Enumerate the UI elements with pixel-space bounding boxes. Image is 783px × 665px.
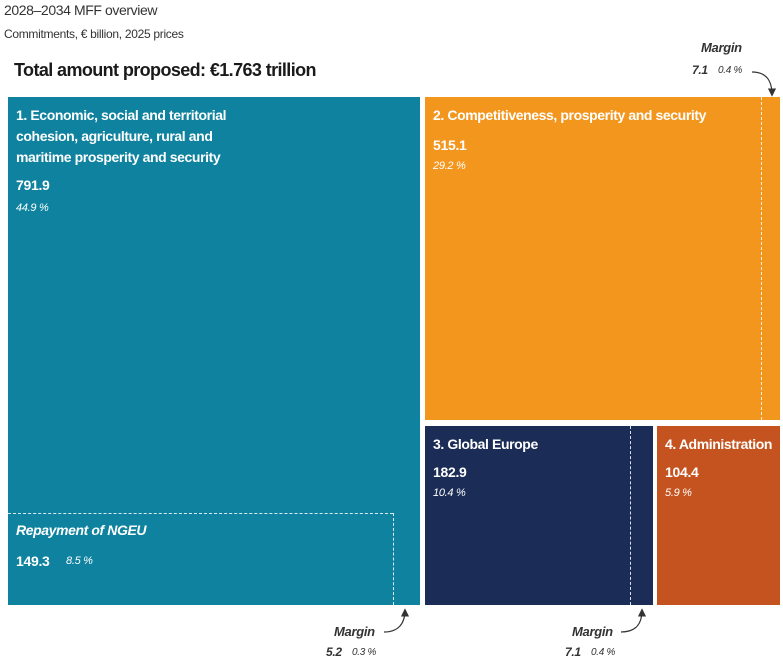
heading-2-block: 2. Competitiveness, prosperity and secur… (425, 97, 780, 420)
heading-1-block: 1. Economic, social and territorial cohe… (8, 97, 420, 605)
heading-1-margin-share: 0.3 % (352, 647, 377, 658)
total-amount-label: Total amount proposed: €1.763 trillion (14, 60, 317, 80)
ngeu-repayment-label: Repayment of NGEU (16, 522, 147, 538)
heading-1-share: 44.9 % (16, 202, 49, 214)
heading-4-label: 4. Administration (665, 436, 773, 452)
heading-2-value: 515.1 (433, 137, 467, 153)
heading-2-label: 2. Competitiveness, prosperity and secur… (433, 107, 707, 123)
heading-1-label: 1. Economic, social and territorial cohe… (16, 107, 227, 165)
heading-3-margin-arrow (620, 608, 647, 633)
ngeu-repayment-value: 149.3 (16, 553, 50, 569)
heading-3-value: 182.9 (433, 464, 467, 480)
heading-2-margin-arrow (751, 71, 777, 97)
heading-3-share: 10.4 % (433, 487, 466, 499)
ngeu-divider (8, 513, 393, 514)
chart-subtitle: Commitments, € billion, 2025 prices (4, 27, 184, 41)
heading-3-margin-title: Margin (572, 624, 613, 639)
heading-4-value: 104.4 (665, 464, 699, 480)
heading-2-margin-share: 0.4 % (718, 65, 743, 76)
ngeu-repayment-share: 8.5 % (66, 555, 93, 567)
heading-1-margin-title: Margin (334, 624, 375, 639)
heading-2-margin-divider (761, 97, 762, 420)
heading-1-margin-value: 5.2 (326, 645, 342, 659)
heading-2-margin-value: 7.1 (692, 63, 708, 77)
heading-3-margin-divider (630, 426, 631, 605)
heading-3-margin-value: 7.1 (565, 645, 581, 659)
heading-3-label: 3. Global Europe (433, 436, 538, 452)
heading-1-margin-arrow (383, 608, 410, 633)
heading-3-margin-share: 0.4 % (591, 647, 616, 658)
heading-3-block: 3. Global Europe 182.9 10.4 % (425, 426, 653, 605)
heading-1-margin-divider (393, 513, 394, 605)
heading-2-margin-title: Margin (701, 40, 742, 55)
heading-4-share: 5.9 % (665, 487, 692, 499)
chart-title: 2028–2034 MFF overview (4, 2, 158, 18)
heading-2-share: 29.2 % (433, 160, 466, 172)
heading-1-value: 791.9 (16, 177, 50, 193)
heading-4-block: 4. Administration 104.4 5.9 % (657, 426, 780, 605)
